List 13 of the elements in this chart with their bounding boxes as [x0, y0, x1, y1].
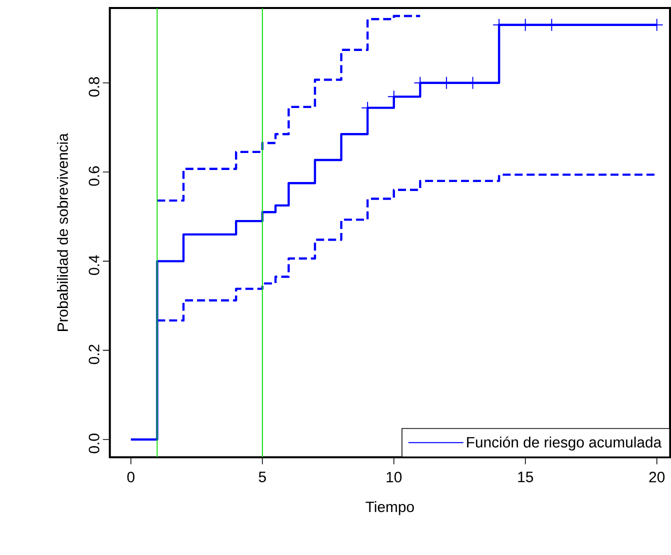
y-tick-label: 0.6: [88, 166, 100, 186]
y-tick-label: 0.8: [88, 77, 100, 97]
legend-label: Función de riesgo acumulada: [467, 436, 662, 450]
x-tick-label: 0: [127, 472, 134, 482]
x-tick-label: 15: [518, 472, 534, 482]
y-tick-label: 0.4: [88, 255, 100, 275]
y-tick-label: 0.0: [88, 434, 100, 454]
x-tick-label: 20: [649, 472, 665, 482]
y-axis-title: Probabilidad de sobrevivencia: [57, 133, 68, 331]
x-axis-title: Tiempo: [366, 501, 414, 515]
x-tick-label: 5: [258, 472, 266, 482]
x-tick-label: 10: [386, 472, 402, 482]
y-tick-label: 0.2: [88, 344, 100, 364]
